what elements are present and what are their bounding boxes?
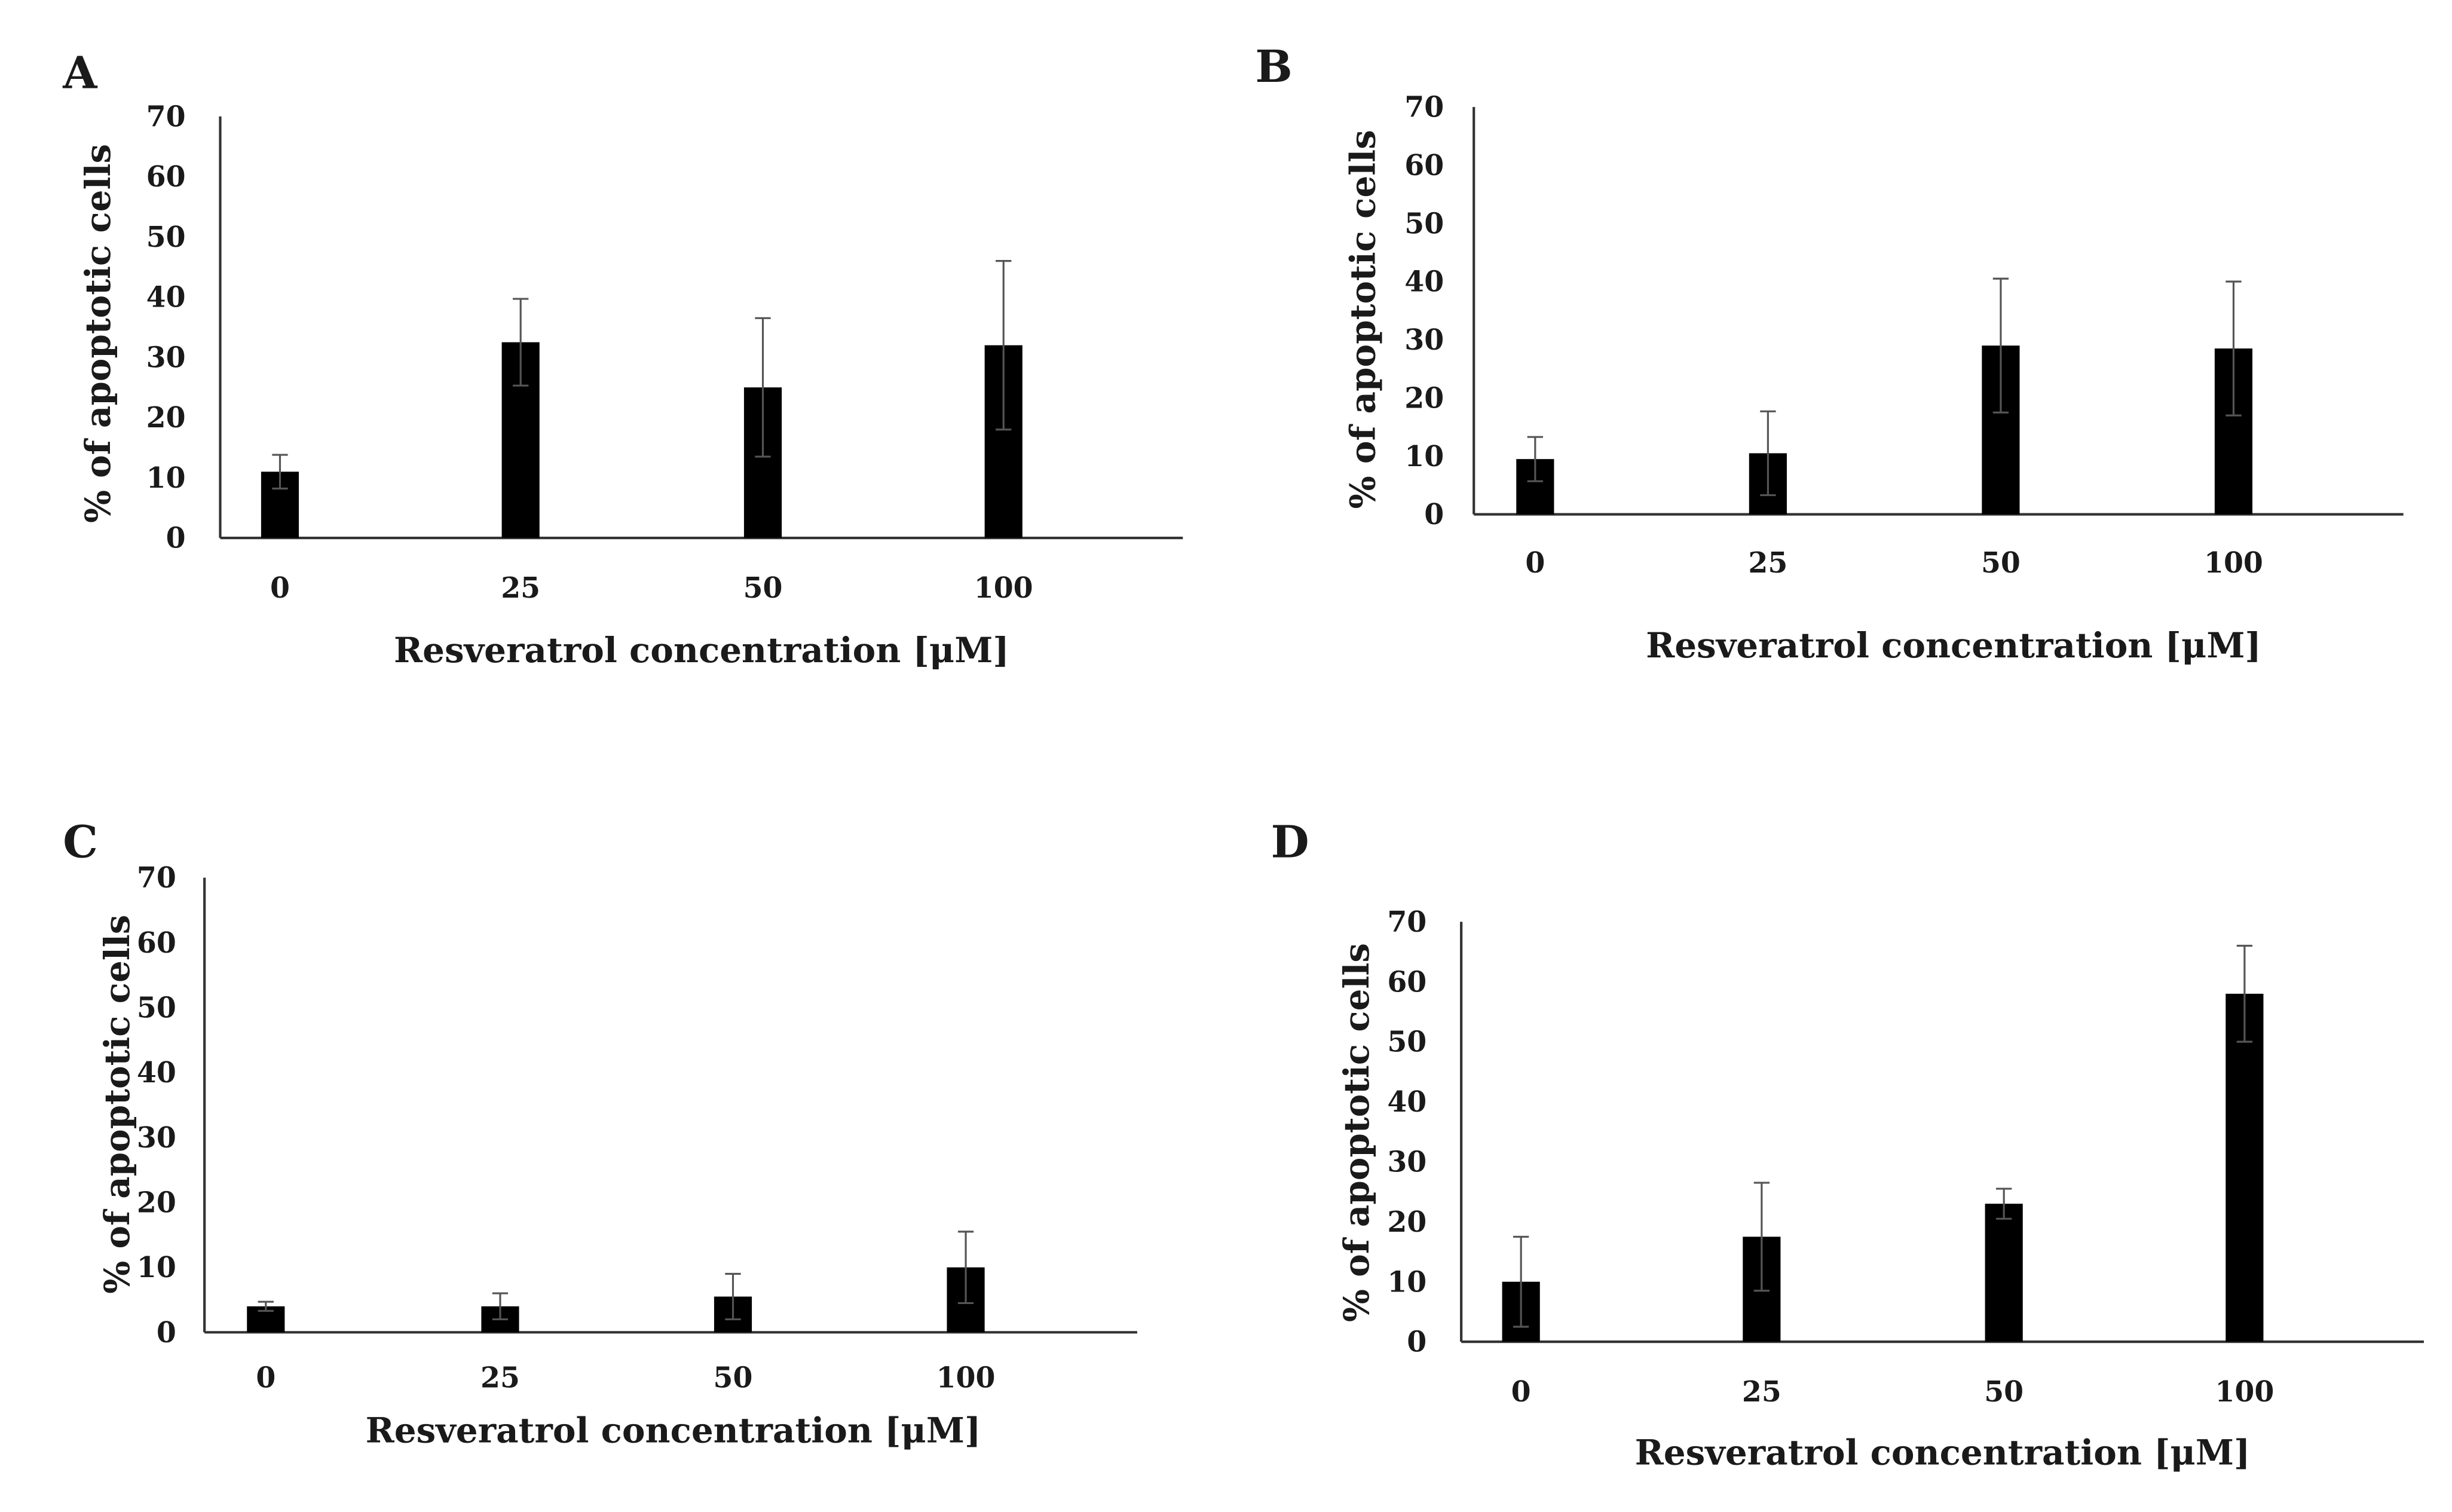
- y-tick-label: 40: [1404, 266, 1444, 299]
- x-tick-label: 25: [1742, 1376, 1781, 1409]
- x-axis-label: Resveratrol concentration [μM]: [394, 630, 1009, 671]
- y-tick-label: 50: [137, 992, 176, 1025]
- y-tick-label: 0: [1424, 498, 1444, 531]
- panel-b: B 0 10 20 30 40 50 60 70 0 25 50 100 Resveratrol conc…: [1255, 41, 2404, 666]
- x-tick-label: 25: [480, 1361, 520, 1394]
- bar: [1985, 1204, 2023, 1342]
- panel-d: D 0 10 20 30 40 50 60 70 0 25 50 100 Resveratrol conc…: [1271, 816, 2424, 1473]
- y-tick-label: 0: [157, 1317, 176, 1349]
- panel-letter: A: [62, 47, 97, 99]
- x-tick-label: 50: [1984, 1376, 2024, 1409]
- x-tick-label: 0: [1511, 1376, 1531, 1409]
- panel-c: C 0 10 20 30 40 50 60 70 0 25 50 100 Resveratrol conc…: [63, 816, 1137, 1451]
- x-tick-label: 50: [714, 1361, 753, 1394]
- y-tick-label: 40: [1387, 1086, 1426, 1119]
- y-tick-label: 30: [1404, 324, 1444, 357]
- y-axis-label: % of apoptotic cells: [97, 915, 137, 1294]
- panel-a: A 0 10 20 30 40 50 60 70 0 25 50 100 Resveratrol conc…: [62, 47, 1183, 671]
- x-tick-label: 0: [1525, 547, 1545, 580]
- x-tick-label: 50: [743, 572, 783, 605]
- panel-letter: D: [1271, 816, 1309, 868]
- x-axis-label: Resveratrol concentration [μM]: [1646, 625, 2261, 666]
- panel-letter: C: [63, 816, 98, 868]
- y-tick-label: 10: [1404, 440, 1444, 473]
- y-tick-label: 60: [146, 161, 186, 194]
- x-axis-label: Resveratrol concentration [μM]: [1635, 1432, 2251, 1473]
- x-tick-label: 0: [256, 1361, 275, 1394]
- y-tick-label: 50: [1404, 207, 1444, 240]
- x-tick-label: 100: [2204, 547, 2263, 580]
- y-tick-label: 10: [146, 462, 186, 495]
- y-tick-label: 10: [137, 1251, 176, 1284]
- y-tick-label: 70: [146, 100, 186, 133]
- y-tick-label: 30: [137, 1122, 176, 1155]
- y-tick-label: 60: [1387, 966, 1426, 999]
- y-tick-label: 20: [1387, 1206, 1426, 1239]
- x-axis-label: Resveratrol concentration [μM]: [366, 1410, 981, 1451]
- bar: [2226, 993, 2264, 1342]
- y-axis-label: % of apoptotic cells: [1336, 943, 1377, 1322]
- panel-letter: B: [1255, 41, 1292, 93]
- y-tick-label: 20: [146, 402, 186, 434]
- y-tick-label: 60: [137, 927, 176, 960]
- y-tick-label: 0: [1407, 1326, 1426, 1359]
- y-tick-label: 10: [1387, 1266, 1426, 1299]
- y-tick-label: 50: [146, 221, 186, 254]
- x-tick-label: 0: [270, 572, 290, 605]
- x-tick-label: 25: [1748, 547, 1787, 580]
- y-tick-label: 30: [146, 341, 186, 374]
- x-tick-label: 100: [2215, 1376, 2274, 1409]
- y-tick-label: 70: [137, 862, 176, 895]
- y-tick-label: 60: [1404, 149, 1444, 182]
- y-tick-label: 30: [1387, 1146, 1426, 1179]
- x-tick-label: 50: [1981, 547, 2021, 580]
- y-tick-label: 70: [1404, 91, 1444, 124]
- y-axis-label: % of apoptotic cells: [1342, 130, 1383, 509]
- x-tick-label: 100: [936, 1361, 996, 1394]
- y-axis-label: % of apoptotic cells: [78, 144, 118, 523]
- y-tick-label: 40: [146, 281, 186, 314]
- x-tick-label: 25: [501, 572, 540, 605]
- y-tick-label: 20: [137, 1187, 176, 1220]
- y-tick-label: 20: [1404, 382, 1444, 415]
- x-tick-label: 100: [974, 572, 1033, 605]
- y-tick-label: 70: [1387, 906, 1426, 939]
- y-tick-label: 40: [137, 1057, 176, 1089]
- y-tick-label: 50: [1387, 1026, 1426, 1059]
- y-tick-label: 0: [166, 522, 186, 555]
